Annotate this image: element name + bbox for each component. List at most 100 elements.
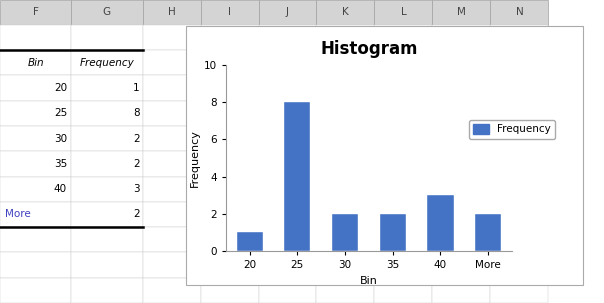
Bar bbox=[316, 252, 374, 278]
Bar bbox=[490, 25, 548, 50]
Bar bbox=[490, 50, 548, 75]
Bar bbox=[143, 101, 201, 126]
Bar bbox=[259, 252, 316, 278]
Text: More: More bbox=[5, 209, 31, 219]
Bar bbox=[143, 151, 201, 177]
Bar bbox=[201, 177, 259, 202]
Bar bbox=[71, 75, 143, 101]
Bar bbox=[316, 25, 374, 50]
Bar bbox=[316, 177, 374, 202]
Bar bbox=[259, 177, 316, 202]
Bar bbox=[316, 126, 374, 151]
Bar bbox=[432, 0, 490, 25]
Bar bbox=[71, 0, 143, 25]
Bar bbox=[143, 177, 201, 202]
Bar bbox=[71, 227, 143, 252]
Bar bbox=[432, 177, 490, 202]
Bar bbox=[316, 202, 374, 227]
Bar bbox=[201, 75, 259, 101]
Text: I: I bbox=[228, 7, 231, 18]
Text: 30: 30 bbox=[54, 134, 67, 144]
Bar bbox=[432, 202, 490, 227]
Bar bbox=[0, 227, 71, 252]
Bar bbox=[71, 177, 143, 202]
Text: 35: 35 bbox=[54, 159, 67, 169]
Bar bbox=[316, 151, 374, 177]
Bar bbox=[143, 252, 201, 278]
Bar bbox=[490, 227, 548, 252]
Bar bbox=[71, 151, 143, 177]
Bar bbox=[71, 101, 143, 126]
Y-axis label: Frequency: Frequency bbox=[190, 129, 199, 187]
Bar bbox=[0, 101, 71, 126]
Bar bbox=[143, 0, 201, 25]
Bar bbox=[201, 101, 259, 126]
Bar bbox=[0, 75, 71, 101]
Text: 3: 3 bbox=[133, 184, 140, 194]
Bar bbox=[374, 50, 432, 75]
Bar bbox=[201, 202, 259, 227]
Text: 2: 2 bbox=[133, 159, 140, 169]
Bar bbox=[432, 278, 490, 303]
Bar bbox=[201, 151, 259, 177]
Text: M: M bbox=[457, 7, 466, 18]
Bar bbox=[374, 227, 432, 252]
Bar bbox=[237, 232, 263, 251]
Bar bbox=[259, 278, 316, 303]
Bar bbox=[143, 278, 201, 303]
Bar bbox=[0, 177, 71, 202]
Bar bbox=[379, 214, 406, 251]
Bar bbox=[374, 25, 432, 50]
Bar bbox=[201, 126, 259, 151]
Text: 25: 25 bbox=[54, 108, 67, 118]
Bar bbox=[332, 214, 358, 251]
Text: L: L bbox=[400, 7, 406, 18]
Bar bbox=[259, 0, 316, 25]
Bar bbox=[432, 101, 490, 126]
Text: 2: 2 bbox=[133, 134, 140, 144]
Bar bbox=[432, 252, 490, 278]
Text: 1: 1 bbox=[133, 83, 140, 93]
Bar bbox=[490, 101, 548, 126]
Bar bbox=[201, 227, 259, 252]
Bar bbox=[316, 75, 374, 101]
Bar bbox=[490, 202, 548, 227]
Text: Bin: Bin bbox=[27, 58, 44, 68]
Bar bbox=[71, 278, 143, 303]
Bar bbox=[374, 177, 432, 202]
Bar bbox=[201, 0, 259, 25]
Text: Frequency: Frequency bbox=[80, 58, 134, 68]
Bar bbox=[0, 50, 71, 75]
Text: H: H bbox=[168, 7, 175, 18]
Bar bbox=[201, 278, 259, 303]
Text: J: J bbox=[286, 7, 289, 18]
Bar bbox=[201, 50, 259, 75]
Bar bbox=[432, 126, 490, 151]
Bar bbox=[0, 278, 71, 303]
Bar bbox=[316, 0, 374, 25]
Bar bbox=[432, 227, 490, 252]
Bar bbox=[259, 101, 316, 126]
Text: N: N bbox=[516, 7, 523, 18]
Bar bbox=[374, 75, 432, 101]
Text: K: K bbox=[342, 7, 349, 18]
Bar bbox=[143, 202, 201, 227]
Bar bbox=[490, 278, 548, 303]
Legend: Frequency: Frequency bbox=[469, 120, 555, 139]
Bar bbox=[143, 50, 201, 75]
Bar bbox=[374, 202, 432, 227]
Bar bbox=[143, 227, 201, 252]
Bar bbox=[71, 50, 143, 75]
Bar bbox=[259, 227, 316, 252]
Bar bbox=[490, 177, 548, 202]
Bar bbox=[259, 75, 316, 101]
Text: 20: 20 bbox=[54, 83, 67, 93]
Bar bbox=[490, 252, 548, 278]
Bar bbox=[490, 151, 548, 177]
Bar bbox=[259, 25, 316, 50]
Bar bbox=[259, 50, 316, 75]
Bar bbox=[0, 202, 71, 227]
Bar bbox=[490, 0, 548, 25]
Bar bbox=[374, 151, 432, 177]
Bar bbox=[0, 151, 71, 177]
